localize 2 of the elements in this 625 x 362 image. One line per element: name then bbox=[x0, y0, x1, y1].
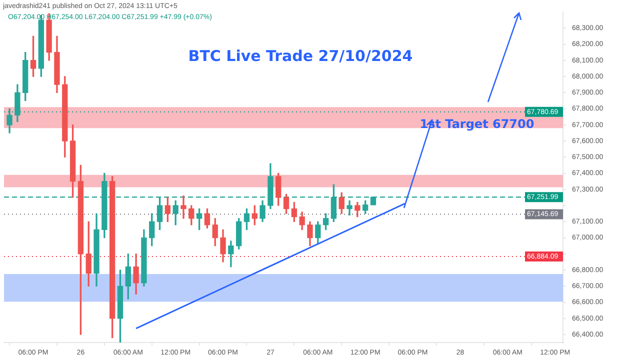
text: BTC Live Trade 27/10/2024 bbox=[188, 46, 413, 65]
candlestick bbox=[180, 196, 186, 219]
